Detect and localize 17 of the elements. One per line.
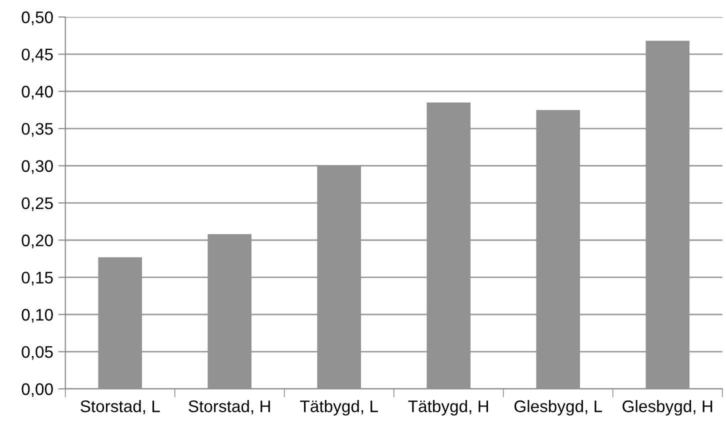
x-tick-label: Storstad, L (80, 400, 160, 414)
x-tick-label: Tätbygd, L (300, 400, 378, 416)
y-tick-label: 0,30 (22, 160, 53, 174)
y-tick-label: 0,40 (22, 86, 53, 100)
y-tick-label: 0,05 (22, 346, 53, 360)
y-tick-label: 0,20 (22, 234, 53, 248)
x-tick-label: Storstad, H (188, 400, 270, 414)
y-tick-label: 0,45 (22, 48, 53, 62)
y-tick-label: 0,00 (22, 383, 53, 398)
x-tick-label: Glesbygd, L (514, 400, 602, 416)
y-tick-label: 0,25 (22, 197, 53, 212)
y-tick-label: 0,35 (22, 122, 53, 137)
y-tick-label: 0,10 (22, 308, 53, 323)
y-tick-label: 0,50 (22, 11, 53, 26)
x-tick-label: Glesbygd, H (622, 400, 712, 416)
x-tick-label: Tätbygd, H (408, 400, 488, 416)
y-tick-label: 0,15 (22, 272, 53, 286)
